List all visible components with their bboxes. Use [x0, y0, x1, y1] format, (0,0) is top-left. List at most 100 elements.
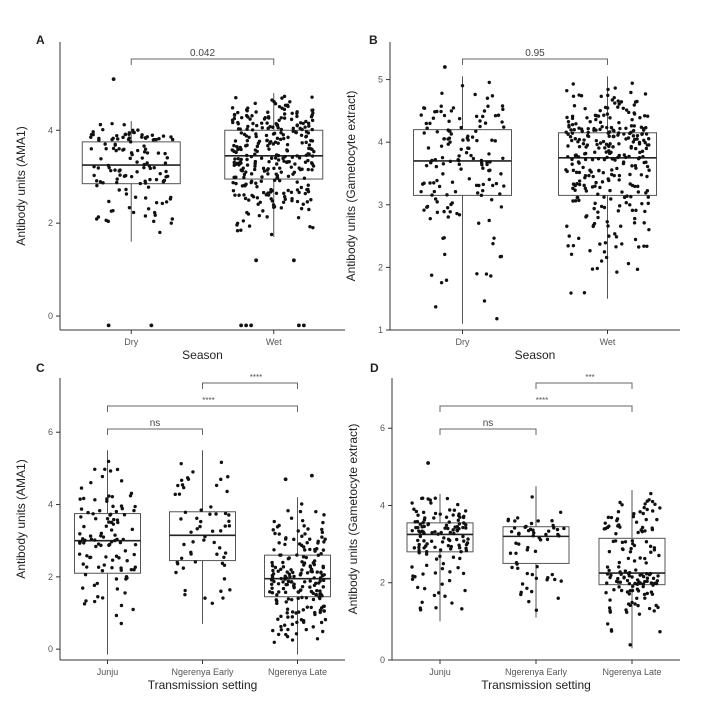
- data-point: [422, 524, 426, 529]
- data-point: [300, 595, 304, 600]
- data-point: [428, 498, 432, 502]
- data-point: [143, 147, 148, 151]
- data-point: [309, 569, 313, 573]
- data-point: [133, 504, 137, 509]
- data-point: [432, 516, 436, 520]
- data-point: [281, 580, 285, 584]
- data-point: [525, 548, 529, 552]
- data-point: [284, 160, 289, 164]
- data-point: [616, 105, 620, 109]
- data-point: [223, 551, 228, 555]
- data-point: [515, 516, 520, 520]
- data-point: [649, 550, 653, 554]
- data-point: [226, 475, 230, 479]
- data-point: [269, 232, 274, 237]
- data-point: [473, 92, 477, 97]
- data-point: [633, 146, 638, 151]
- y-tick-label: 4: [378, 137, 383, 147]
- data-point: [230, 106, 235, 110]
- data-point: [245, 127, 249, 131]
- data-point: [594, 180, 598, 185]
- data-point: [640, 132, 644, 136]
- data-point: [584, 189, 589, 193]
- data-point: [114, 554, 119, 558]
- data-point: [501, 156, 505, 160]
- data-point: [566, 244, 570, 248]
- data-point: [484, 272, 489, 276]
- data-point: [641, 582, 646, 586]
- data-point: [448, 530, 453, 535]
- data-point: [426, 522, 431, 526]
- box-group: [558, 76, 657, 299]
- data-point: [321, 520, 325, 525]
- data-point: [227, 513, 231, 517]
- x-tick-label: Junju: [97, 667, 119, 677]
- data-point: [82, 602, 87, 606]
- data-point: [237, 193, 241, 197]
- data-point: [640, 149, 645, 154]
- data-point: [642, 138, 646, 143]
- data-point: [117, 147, 121, 151]
- data-point: [630, 117, 634, 122]
- data-point: [499, 205, 504, 209]
- data-point: [103, 142, 107, 146]
- data-point: [95, 581, 99, 586]
- data-point: [86, 510, 90, 515]
- data-point: [456, 157, 460, 162]
- data-point: [286, 579, 291, 584]
- data-point: [655, 579, 660, 583]
- data-point: [300, 167, 304, 171]
- data-point: [269, 156, 274, 160]
- data-point: [225, 489, 229, 494]
- significance-label: 0.042: [190, 48, 215, 59]
- y-tick-label: 4: [380, 500, 385, 510]
- data-point: [418, 606, 423, 610]
- data-point: [296, 529, 300, 533]
- data-point: [565, 169, 569, 174]
- data-point: [435, 130, 439, 134]
- data-point: [244, 170, 248, 174]
- data-point: [208, 512, 212, 516]
- data-point: [632, 124, 636, 128]
- data-point: [290, 610, 295, 614]
- data-point: [574, 122, 578, 126]
- data-point: [628, 203, 632, 207]
- data-point: [464, 542, 469, 547]
- data-point: [185, 476, 190, 480]
- data-point: [239, 131, 244, 135]
- outlier-point: [309, 473, 314, 478]
- data-point: [98, 122, 103, 127]
- data-point: [620, 503, 624, 507]
- data-point: [586, 130, 590, 135]
- data-point: [440, 155, 445, 160]
- data-point: [632, 543, 637, 548]
- data-point: [283, 590, 288, 595]
- data-point: [498, 192, 502, 196]
- significance-label: 0.95: [525, 48, 545, 59]
- data-point: [429, 273, 434, 277]
- data-point: [309, 115, 314, 119]
- data-point: [88, 534, 93, 538]
- data-point: [475, 138, 479, 143]
- data-point: [272, 640, 276, 644]
- data-point: [300, 127, 304, 132]
- data-point: [622, 153, 626, 157]
- data-point: [598, 127, 602, 132]
- data-point: [636, 603, 640, 608]
- data-point: [279, 170, 283, 174]
- data-point: [93, 467, 97, 471]
- data-point: [442, 137, 446, 141]
- data-point: [276, 632, 281, 637]
- data-point: [278, 166, 282, 170]
- box-group: [74, 450, 141, 655]
- data-point: [566, 144, 570, 148]
- data-point: [299, 543, 304, 548]
- data-point: [132, 508, 136, 513]
- data-point: [630, 81, 634, 85]
- data-point: [124, 192, 129, 196]
- data-point: [163, 151, 167, 156]
- outlier-point: [283, 477, 288, 482]
- data-point: [630, 575, 634, 579]
- data-point: [642, 114, 647, 118]
- data-point: [182, 542, 186, 547]
